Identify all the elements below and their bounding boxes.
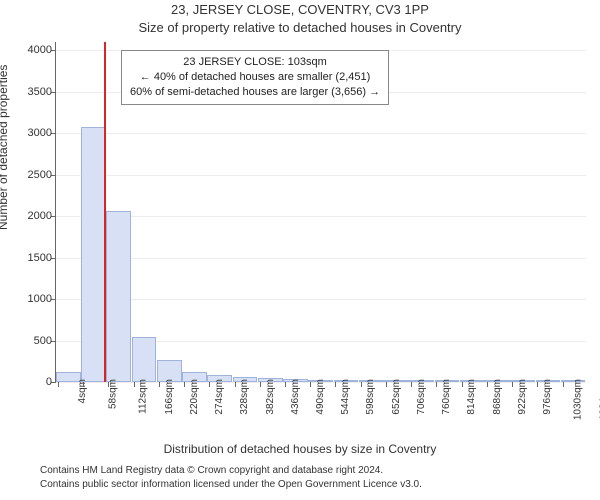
- annotation-box: 23 JERSEY CLOSE: 103sqm← 40% of detached…: [121, 50, 389, 105]
- x-tick-label: 1030sqm: [573, 379, 584, 420]
- x-tick-mark: [134, 382, 135, 387]
- x-tick-mark: [108, 382, 109, 387]
- x-tick-mark: [386, 382, 387, 387]
- chart-title-description: Size of property relative to detached ho…: [0, 20, 600, 35]
- y-tick-label: 3000: [16, 127, 52, 139]
- annotation-line: ← 40% of detached houses are smaller (2,…: [130, 70, 380, 85]
- x-tick-label: 544sqm: [340, 379, 351, 415]
- histogram-bar: [132, 337, 157, 382]
- x-tick-label: 274sqm: [214, 379, 225, 415]
- gridline: [56, 133, 586, 134]
- x-tick-mark: [58, 382, 59, 387]
- x-tick-label: 490sqm: [315, 379, 326, 415]
- x-tick-mark: [436, 382, 437, 387]
- y-tick-label: 4000: [16, 44, 52, 56]
- x-tick-label: 436sqm: [290, 379, 301, 415]
- property-marker-line: [104, 42, 106, 382]
- attribution-line: Contains public sector information licen…: [40, 478, 590, 492]
- gridline: [56, 175, 586, 176]
- y-tick-label: 500: [16, 335, 52, 347]
- x-tick-mark: [512, 382, 513, 387]
- x-tick-mark: [83, 382, 84, 387]
- histogram-bar: [106, 211, 131, 382]
- x-axis-label: Distribution of detached houses by size …: [0, 442, 600, 456]
- x-tick-label: 112sqm: [138, 379, 149, 414]
- y-tick-label: 2500: [16, 169, 52, 181]
- x-tick-mark: [487, 382, 488, 387]
- x-tick-label: 868sqm: [492, 379, 503, 415]
- x-tick-label: 814sqm: [467, 379, 478, 415]
- y-tick-label: 0: [16, 376, 52, 388]
- x-tick-label: 166sqm: [164, 379, 175, 415]
- x-tick-mark: [310, 382, 311, 387]
- x-tick-mark: [335, 382, 336, 387]
- x-tick-mark: [184, 382, 185, 387]
- x-tick-mark: [462, 382, 463, 387]
- attribution-line: Contains HM Land Registry data © Crown c…: [40, 464, 590, 478]
- histogram-bar: [81, 127, 106, 382]
- plot-area: 050010001500200025003000350040004sqm58sq…: [55, 42, 586, 383]
- annotation-line: 60% of semi-detached houses are larger (…: [130, 85, 380, 100]
- x-tick-mark: [159, 382, 160, 387]
- y-tick-label: 2000: [16, 210, 52, 222]
- x-tick-label: 652sqm: [391, 379, 402, 415]
- x-tick-mark: [361, 382, 362, 387]
- x-tick-label: 328sqm: [239, 379, 250, 415]
- x-tick-label: 706sqm: [416, 379, 427, 415]
- x-tick-label: 382sqm: [265, 379, 276, 415]
- x-tick-label: 976sqm: [542, 379, 553, 415]
- y-tick-label: 3500: [16, 86, 52, 98]
- gridline: [56, 299, 586, 300]
- annotation-line: 23 JERSEY CLOSE: 103sqm: [130, 55, 380, 70]
- y-tick-label: 1000: [16, 293, 52, 305]
- x-tick-mark: [209, 382, 210, 387]
- x-tick-mark: [235, 382, 236, 387]
- y-axis-label: Number of detached properties: [0, 65, 10, 230]
- x-tick-mark: [563, 382, 564, 387]
- x-tick-mark: [411, 382, 412, 387]
- gridline: [56, 216, 586, 217]
- x-tick-mark: [260, 382, 261, 387]
- x-tick-label: 220sqm: [189, 379, 200, 415]
- attribution-text: Contains HM Land Registry data © Crown c…: [40, 464, 590, 491]
- property-size-chart: 23, JERSEY CLOSE, COVENTRY, CV3 1PP Size…: [0, 0, 600, 500]
- y-tick-label: 1500: [16, 252, 52, 264]
- x-tick-label: 760sqm: [441, 379, 452, 415]
- chart-title-address: 23, JERSEY CLOSE, COVENTRY, CV3 1PP: [0, 2, 600, 17]
- x-tick-mark: [537, 382, 538, 387]
- gridline: [56, 258, 586, 259]
- x-tick-label: 922sqm: [517, 379, 528, 415]
- x-tick-mark: [285, 382, 286, 387]
- x-tick-label: 598sqm: [366, 379, 377, 415]
